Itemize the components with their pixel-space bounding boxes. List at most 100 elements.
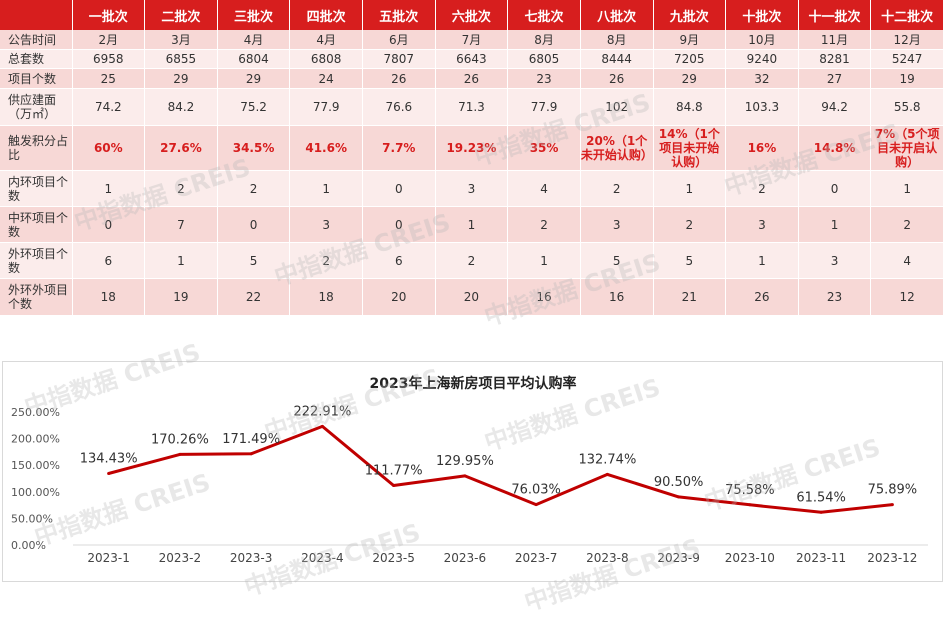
table-cell: 19.23% xyxy=(435,125,509,171)
table-cell: 60% xyxy=(72,125,146,171)
table-cell: 11月 xyxy=(798,30,872,50)
table-cell: 16% xyxy=(725,125,799,171)
table-row: 外环外项目个数 18 19 22 18 20 20 16 16 21 26 23 12 xyxy=(0,278,944,316)
table-row: 内环项目个数 1 2 2 1 0 3 4 2 1 2 0 1 xyxy=(0,170,944,207)
batch-header: 三批次 xyxy=(217,0,291,30)
table-cell: 2 xyxy=(217,170,291,207)
data-label: 129.95% xyxy=(436,454,494,469)
table-row: 触发积分占比 60% 27.6% 34.5% 41.6% 7.7% 19.23% 35% 20%… xyxy=(0,125,944,171)
batch-header: 一批次 xyxy=(72,0,146,30)
table-cell: 5 xyxy=(580,242,654,279)
table-cell: 26 xyxy=(725,278,799,316)
table-cell: 14.8% xyxy=(798,125,872,171)
table-cell: 6 xyxy=(72,242,146,279)
table-cell: 7月 xyxy=(435,30,509,50)
table-cell: 7%（5个项目未开启认购） xyxy=(870,125,944,171)
table-cell: 4 xyxy=(870,242,944,279)
batch-header: 四批次 xyxy=(289,0,363,30)
table-cell: 20%（1个未开始认购） xyxy=(580,125,654,171)
table-cell: 3月 xyxy=(144,30,218,50)
data-point xyxy=(107,471,111,475)
table-cell: 20 xyxy=(435,278,509,316)
y-tick-label: 250.00% xyxy=(11,406,60,419)
table-cell: 8281 xyxy=(798,49,872,69)
data-label: 111.77% xyxy=(365,464,423,479)
table-cell: 4月 xyxy=(289,30,363,50)
table-cell: 55.8 xyxy=(870,88,944,126)
table-cell: 22 xyxy=(217,278,291,316)
batch-header: 十批次 xyxy=(725,0,799,30)
table-cell: 77.9 xyxy=(289,88,363,126)
table-row: 总套数 6958 6855 6804 6808 7807 6643 6805 8444 7205 9… xyxy=(0,49,944,69)
table-cell: 24 xyxy=(289,68,363,89)
data-point xyxy=(463,474,467,478)
table-cell: 1 xyxy=(435,206,509,243)
x-tick-label: 2023-4 xyxy=(301,551,344,565)
table-cell: 75.2 xyxy=(217,88,291,126)
table-cell: 21 xyxy=(653,278,727,316)
x-tick-label: 2023-12 xyxy=(867,551,917,565)
table-cell: 2 xyxy=(144,170,218,207)
batch-header: 八批次 xyxy=(580,0,654,30)
row-label: 外环外项目个数 xyxy=(0,278,73,316)
table-cell: 3 xyxy=(798,242,872,279)
table-cell: 29 xyxy=(217,68,291,89)
table-cell: 1 xyxy=(507,242,581,279)
data-point xyxy=(605,472,609,476)
data-label: 75.89% xyxy=(868,483,918,498)
table-cell: 16 xyxy=(507,278,581,316)
data-point xyxy=(819,510,823,514)
x-tick-label: 2023-10 xyxy=(725,551,775,565)
table-cell: 0 xyxy=(362,206,436,243)
corner-header xyxy=(0,0,73,30)
row-label: 中环项目个数 xyxy=(0,206,73,243)
line-chart: 2023年上海新房项目平均认购率 0.00% 50.00% 100.00% 150.00… xyxy=(11,375,928,565)
table-cell: 2 xyxy=(435,242,509,279)
table-cell: 10月 xyxy=(725,30,799,50)
table-cell: 2月 xyxy=(72,30,146,50)
table-row: 外环项目个数 6 1 5 2 6 2 1 5 5 1 3 4 xyxy=(0,242,944,279)
table-cell: 5 xyxy=(217,242,291,279)
data-label: 90.50% xyxy=(654,475,704,490)
row-label: 公告时间 xyxy=(0,30,73,50)
table-row: 公告时间 2月 3月 4月 4月 6月 7月 8月 8月 9月 10月 11月 12月 xyxy=(0,30,944,50)
table-cell: 77.9 xyxy=(507,88,581,126)
table-cell: 2 xyxy=(580,170,654,207)
data-label: 132.74% xyxy=(578,452,636,467)
table-cell: 0 xyxy=(798,170,872,207)
table-cell: 5247 xyxy=(870,49,944,69)
row-label: 项目个数 xyxy=(0,68,73,89)
table-cell: 9月 xyxy=(653,30,727,50)
chart-title: 2023年上海新房项目平均认购率 xyxy=(370,375,577,392)
data-label: 222.91% xyxy=(293,404,351,419)
table-cell: 20 xyxy=(362,278,436,316)
table-cell: 71.3 xyxy=(435,88,509,126)
header-row: 一批次 二批次 三批次 四批次 五批次 六批次 七批次 八批次 九批次 十批次 … xyxy=(0,0,944,30)
table-cell: 16 xyxy=(580,278,654,316)
batch-header: 九批次 xyxy=(653,0,727,30)
table-cell: 18 xyxy=(289,278,363,316)
table-cell: 84.2 xyxy=(144,88,218,126)
table-body: 公告时间 2月 3月 4月 4月 6月 7月 8月 8月 9月 10月 11月 12月 总套数 6958 68… xyxy=(0,30,944,316)
table-cell: 27 xyxy=(798,68,872,89)
table-cell: 2 xyxy=(653,206,727,243)
table-cell: 2 xyxy=(725,170,799,207)
data-label: 75.58% xyxy=(725,483,775,498)
table-cell: 84.8 xyxy=(653,88,727,126)
x-tick-label: 2023-2 xyxy=(159,551,202,565)
data-label: 134.43% xyxy=(80,451,138,466)
x-tick-label: 2023-11 xyxy=(796,551,846,565)
table-cell: 1 xyxy=(72,170,146,207)
table-cell: 3 xyxy=(289,206,363,243)
table-cell: 26 xyxy=(580,68,654,89)
table-cell: 3 xyxy=(435,170,509,207)
row-label: 外环项目个数 xyxy=(0,242,73,279)
y-tick-label: 200.00% xyxy=(11,433,60,446)
table-cell: 0 xyxy=(217,206,291,243)
table-cell: 6808 xyxy=(289,49,363,69)
y-tick-label: 0.00% xyxy=(11,539,46,552)
table-cell: 23 xyxy=(507,68,581,89)
data-point xyxy=(748,503,752,507)
table-cell: 74.2 xyxy=(72,88,146,126)
